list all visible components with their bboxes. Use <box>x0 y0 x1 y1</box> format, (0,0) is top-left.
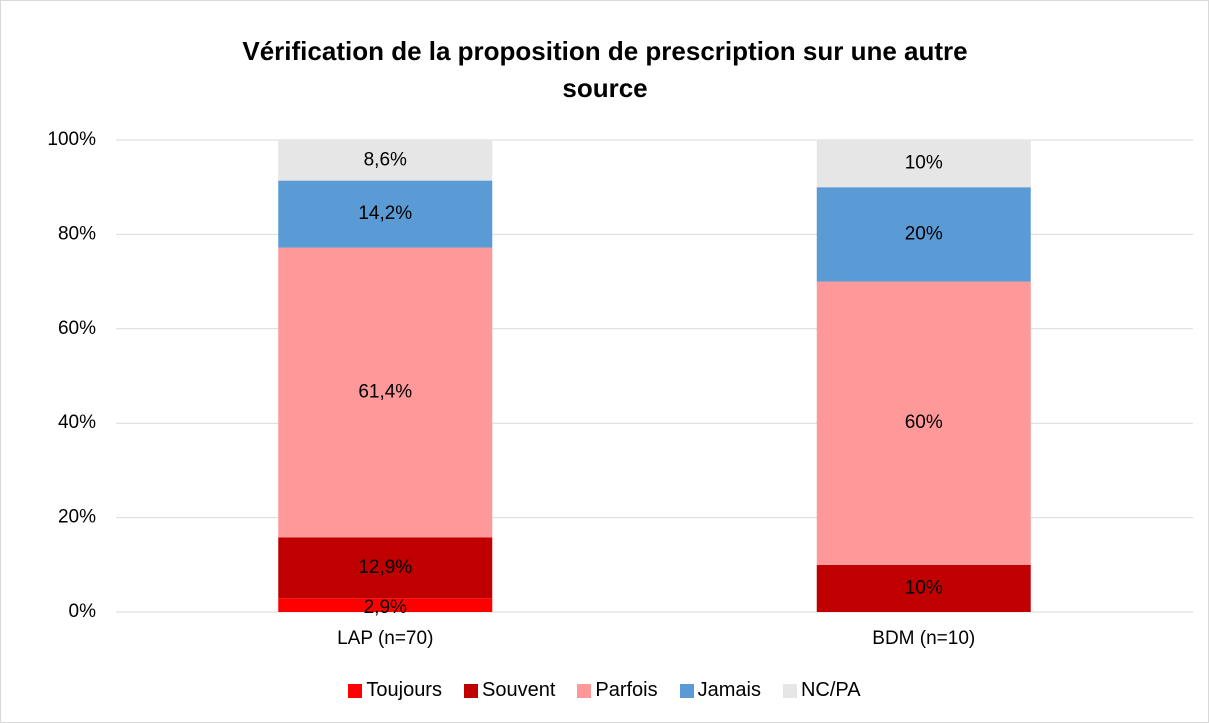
bar-segment <box>278 247 493 538</box>
bar-segment <box>816 564 1031 612</box>
legend-swatch <box>577 683 592 698</box>
y-tick-label: 100% <box>47 129 96 150</box>
legend-swatch <box>679 683 694 698</box>
x-tick-label: LAP (n=70) <box>337 628 433 649</box>
data-label: 14,2% <box>358 203 412 224</box>
data-label: 10% <box>905 153 943 174</box>
bar-segment <box>278 180 493 248</box>
legend-label: Parfois <box>595 679 658 701</box>
bar-segment <box>816 140 1031 188</box>
legend-item: Parfois <box>577 679 658 702</box>
legend-label: Toujours <box>366 679 442 701</box>
bar-segment <box>278 140 493 181</box>
bar-segment <box>278 598 493 612</box>
legend: Toujours Souvent Parfois Jamais NC/PA <box>1 679 1208 702</box>
y-tick-label: 20% <box>58 507 96 528</box>
y-tick-label: 60% <box>58 318 96 339</box>
y-tick-label: 40% <box>58 412 96 433</box>
legend-item: Jamais <box>679 679 761 702</box>
chart-title: Vérification de la proposition de prescr… <box>242 36 968 103</box>
legend-label: Jamais <box>697 679 761 701</box>
data-label: 20% <box>905 223 943 244</box>
legend-item: NC/PA <box>782 679 861 702</box>
bar-segment <box>278 537 493 599</box>
data-label: 2,9% <box>364 597 407 618</box>
x-tick-label: BDM (n=10) <box>872 628 975 649</box>
legend-item: Toujours <box>348 679 442 702</box>
y-tick-label: 0% <box>69 601 97 622</box>
bar-segment <box>816 187 1031 282</box>
legend-item: Souvent <box>463 679 556 702</box>
legend-swatch <box>782 683 797 698</box>
data-label: 60% <box>905 412 943 433</box>
bar-segment <box>816 281 1031 565</box>
legend-swatch <box>348 683 363 698</box>
data-label: 8,6% <box>364 149 407 170</box>
legend-label: Souvent <box>481 679 556 701</box>
data-label: 61,4% <box>358 382 412 403</box>
data-label: 12,9% <box>358 557 412 578</box>
data-label: 10% <box>905 577 943 598</box>
legend-swatch <box>463 683 478 698</box>
legend-label: NC/PA <box>800 679 861 701</box>
y-tick-label: 80% <box>58 223 96 244</box>
